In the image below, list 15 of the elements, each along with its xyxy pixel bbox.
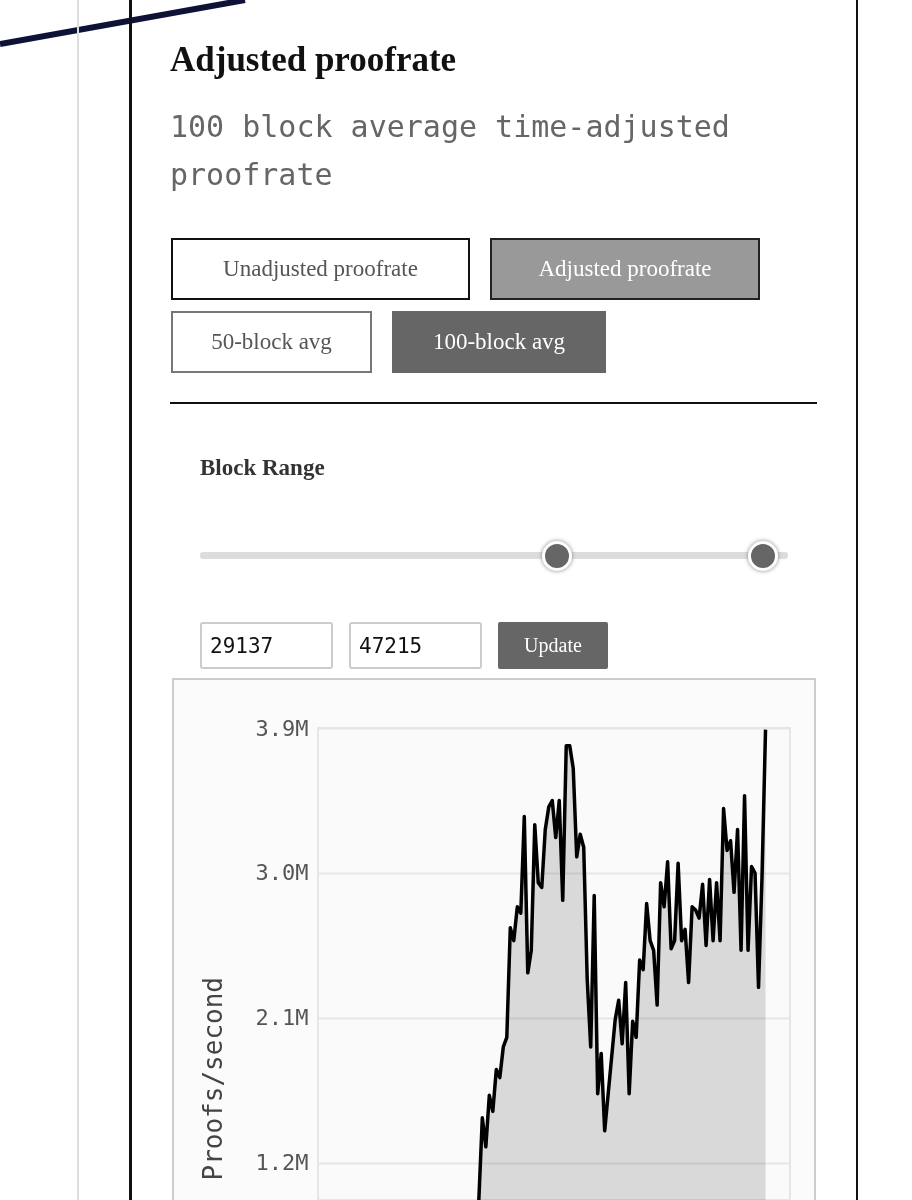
text: 29137 xyxy=(200,622,333,669)
y-tick-label: 3.0M xyxy=(255,860,309,886)
text: Update xyxy=(498,622,608,669)
y-axis-title: Proofs/second xyxy=(197,977,228,1181)
text: 50-block avg xyxy=(171,311,372,373)
text: 47215 xyxy=(349,622,482,669)
text: Block Range xyxy=(200,455,325,481)
text: 100-block avg xyxy=(392,311,606,373)
y-tick-label: 3.9M xyxy=(255,715,309,741)
y-tick-label: 1.2M xyxy=(255,1150,309,1176)
y-tick-label: 2.1M xyxy=(255,1005,309,1031)
chart-subtitle: 100 block average time-adjusted proofrate xyxy=(170,108,731,194)
text: Unadjusted proofrate xyxy=(171,238,470,300)
text: Adjusted proofrate xyxy=(490,238,760,300)
chart-title: Adjusted proofrate xyxy=(170,40,457,80)
